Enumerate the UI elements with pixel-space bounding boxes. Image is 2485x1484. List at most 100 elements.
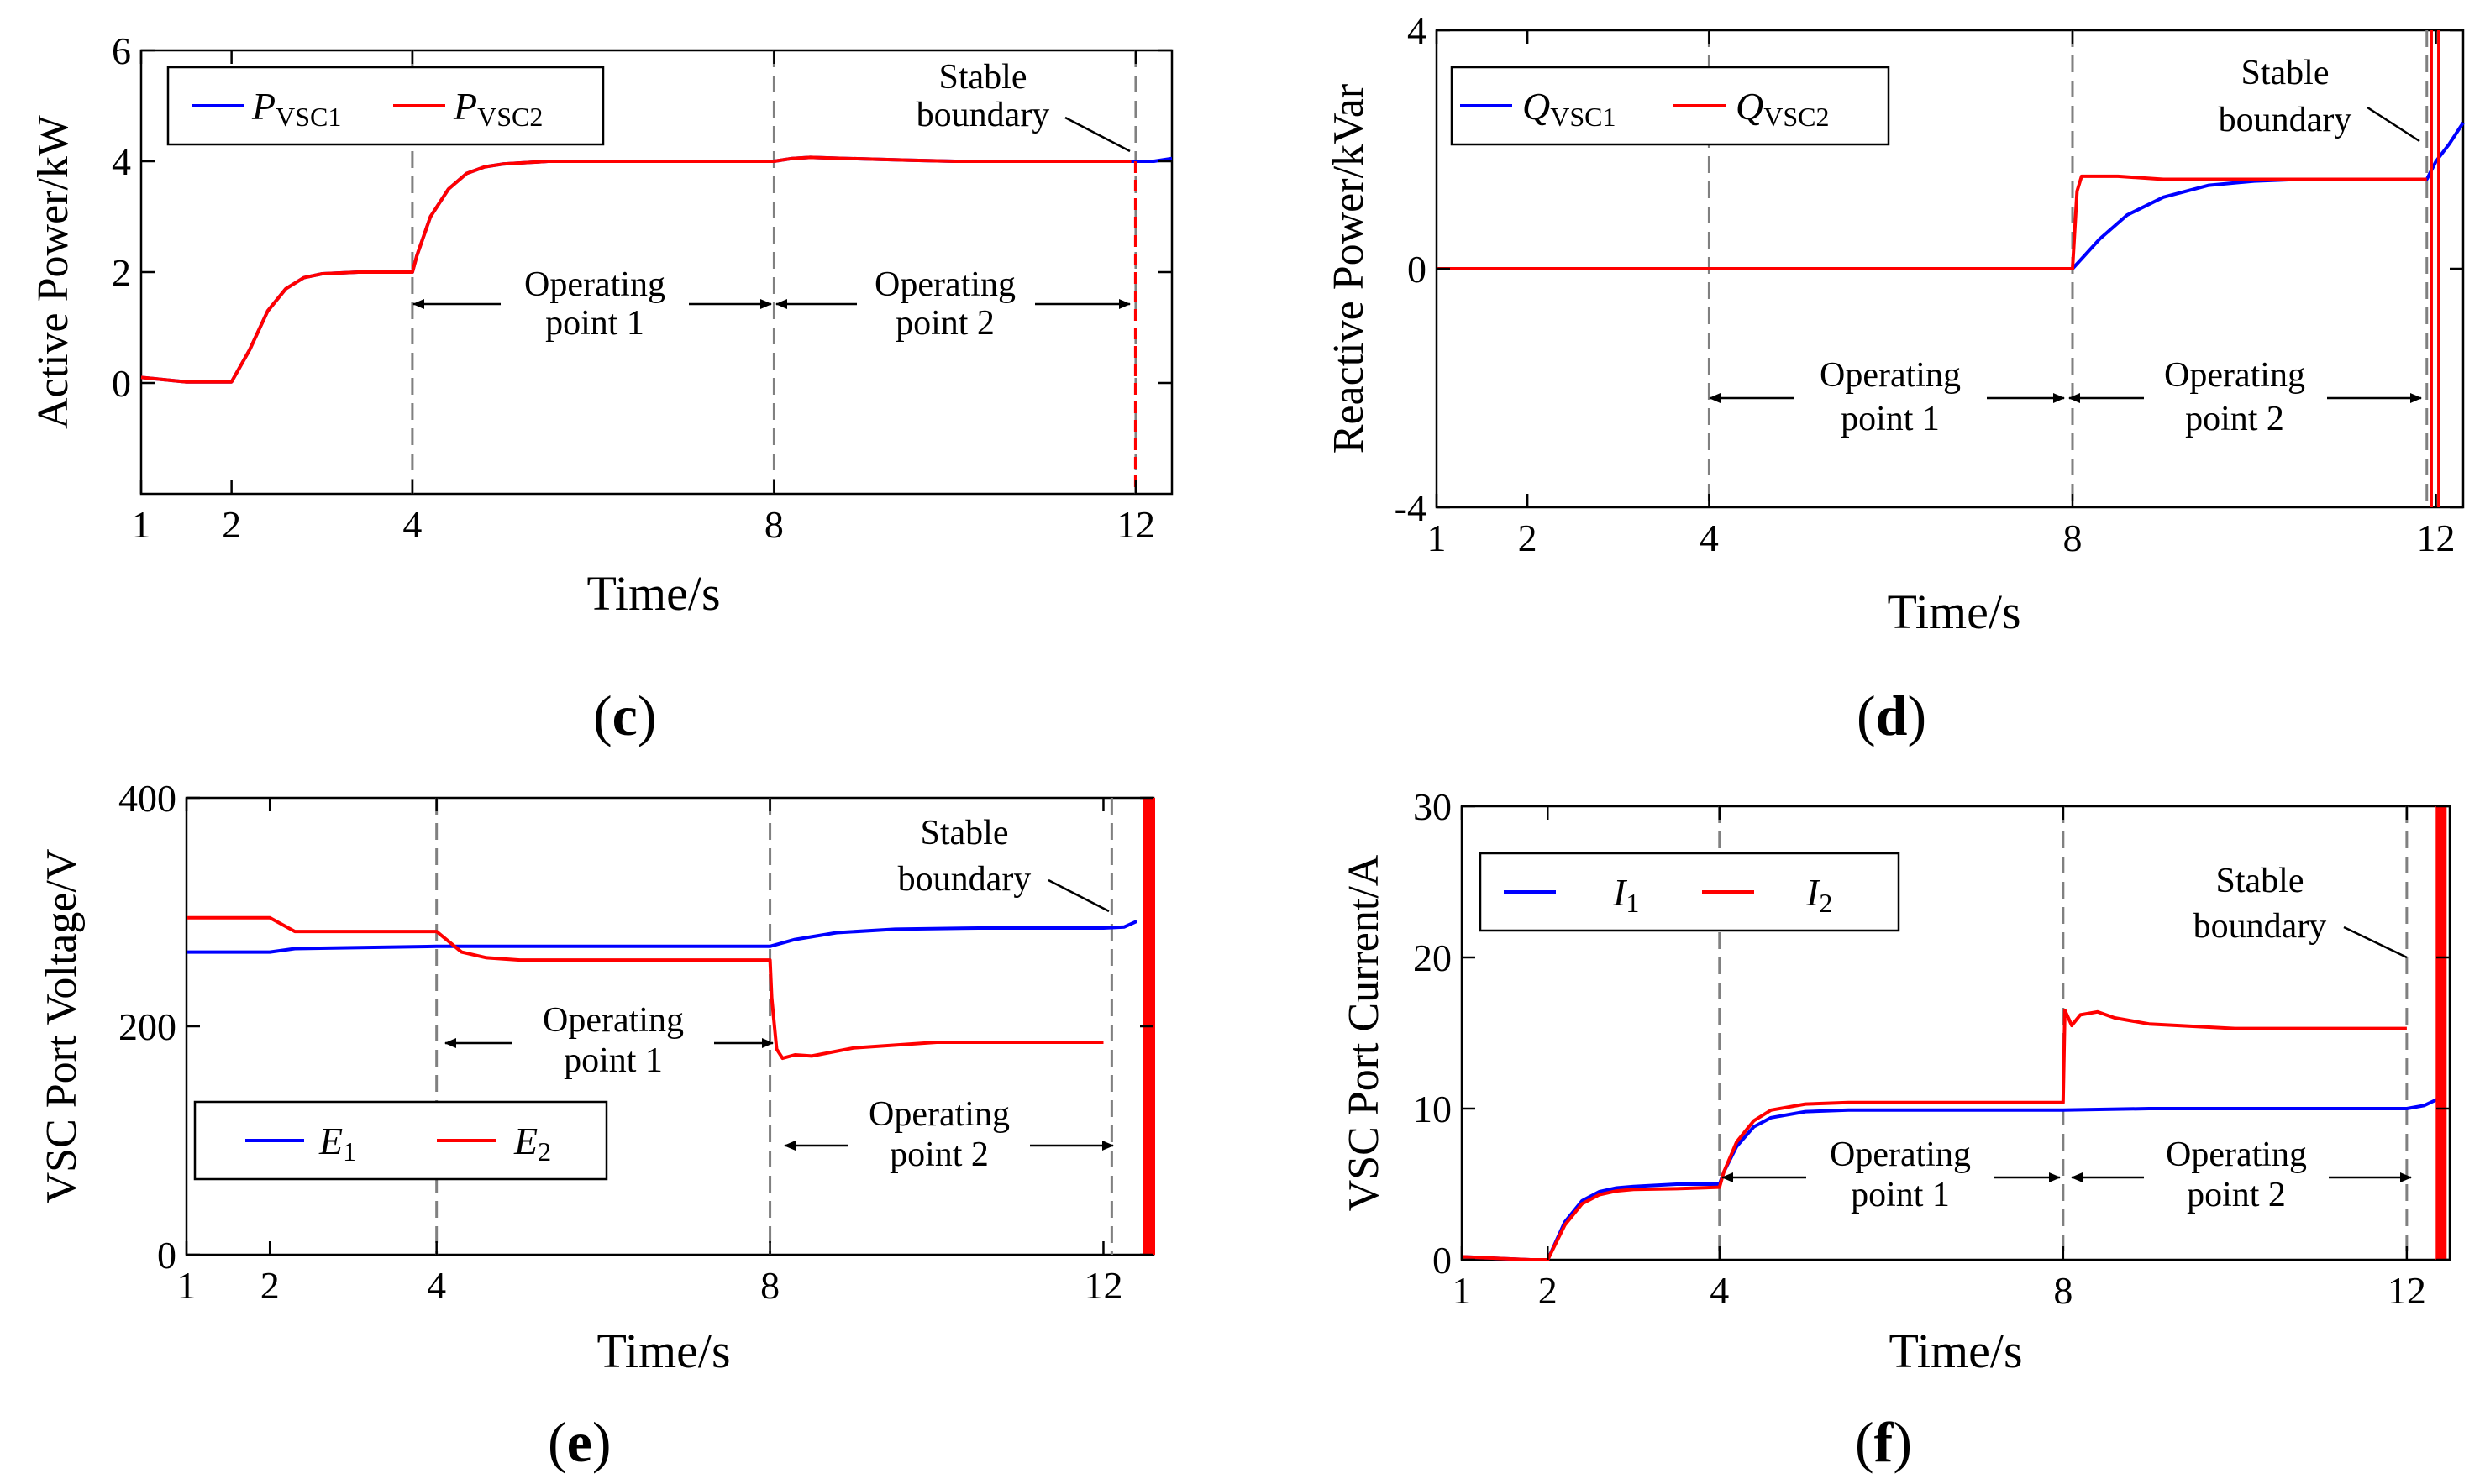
- op2-line-2: point 2: [896, 304, 995, 343]
- legend-entry-2-sub: VSC2: [477, 102, 543, 132]
- panel-letter: c: [612, 684, 638, 747]
- x-tick-label: 2: [1538, 1269, 1558, 1312]
- x-tick-label: 8: [2053, 1269, 2073, 1312]
- y-tick-label: 4: [1407, 9, 1426, 52]
- op2-line-2: point 2: [2185, 400, 2284, 438]
- legend-entry-2-main: E: [513, 1120, 538, 1162]
- legend-entry-2: I2: [1805, 871, 1832, 918]
- stable-boundary-pointer: [1048, 878, 1110, 913]
- legend-entry-1-main: I: [1612, 871, 1628, 914]
- panel-letter: f: [1874, 1410, 1894, 1474]
- panel-d: 1 2 4 8 12 -404 Reactive Power/kVar Time/s (…: [1325, 9, 2465, 747]
- stable-boundary-label: Stable boundary: [917, 58, 1050, 134]
- op1-line-2: point 1: [1851, 1176, 1950, 1214]
- stable-line-1: Stable: [921, 814, 1009, 852]
- legend-entry-2: PVSC2: [453, 85, 543, 132]
- legend-box: [1450, 66, 1890, 146]
- stable-line-1: Stable: [2241, 54, 2330, 92]
- legend-entry-2-main: I: [1805, 871, 1821, 914]
- x-tick-label: 2: [1518, 517, 1537, 559]
- x-ticks: 1 2 4 8 12: [177, 798, 1122, 1307]
- y-ticks: 0 10 20 30: [1413, 785, 2450, 1282]
- y-tick-label: 0: [112, 362, 131, 405]
- stable-line-1: Stable: [939, 58, 1027, 97]
- panel-letter: d: [1876, 684, 1908, 747]
- y-tick-label: 6: [112, 29, 131, 72]
- series-group: [140, 155, 1173, 494]
- stable-line-1: Stable: [2216, 862, 2304, 900]
- series-line-1: [1437, 122, 2465, 270]
- y-tick-label: -4: [1395, 486, 1426, 529]
- y-tick-label: 0: [1432, 1239, 1452, 1282]
- legend-entry-1-main: Q: [1522, 85, 1550, 128]
- legend-entry-1-main: P: [251, 85, 276, 128]
- x-tick-label: 12: [2388, 1269, 2426, 1312]
- op1-line-2: point 1: [545, 304, 644, 343]
- legend-entry-2-main: P: [453, 85, 477, 128]
- legend-entry-2-sub: VSC2: [1763, 102, 1829, 132]
- x-tick-label: 8: [760, 1264, 780, 1307]
- legend: QVSC1 QVSC2: [1450, 66, 1890, 146]
- operating-point-2-label: Operating point 2: [2166, 1135, 2307, 1214]
- op1-line-1: Operating: [543, 1001, 684, 1040]
- series-group: [1437, 30, 2465, 507]
- x-ticks: 1 2 4 8 12: [1427, 30, 2456, 559]
- x-axis-label: Time/s: [586, 566, 720, 621]
- operating-point-1-label: Operating point 1: [1830, 1135, 1971, 1214]
- series-line-2: [1437, 174, 2427, 270]
- x-ticks: 1 2 4 8 12: [132, 50, 1155, 546]
- operating-point-2-label: Operating point 2: [2164, 356, 2305, 438]
- x-ticks: 1 2 4 8 12: [1453, 806, 2426, 1312]
- x-tick-label: 12: [1116, 503, 1155, 546]
- legend-entry-1-main: E: [318, 1120, 343, 1162]
- legend-entry-2-sub: 2: [1819, 888, 1832, 918]
- series-line-2: [140, 155, 1132, 384]
- panel-label: (e): [548, 1410, 612, 1474]
- panel-label: (c): [593, 684, 657, 747]
- y-tick-label: 200: [118, 1005, 176, 1048]
- op1-line-1: Operating: [524, 265, 665, 304]
- x-axis-label: Time/s: [596, 1324, 730, 1378]
- x-axis-label: Time/s: [1887, 585, 2020, 639]
- legend-entry-1: E1: [318, 1120, 356, 1167]
- series-line-2: [1461, 1009, 2407, 1261]
- op1-line-2: point 1: [564, 1041, 663, 1080]
- x-tick-label: 4: [1700, 517, 1719, 559]
- x-tick-label: 12: [2417, 517, 2456, 559]
- x-tick-label: 1: [177, 1264, 197, 1307]
- x-tick-label: 4: [402, 503, 422, 546]
- legend-entry-1: I1: [1612, 871, 1639, 918]
- op1-line-1: Operating: [1830, 1135, 1971, 1174]
- op1-line-1: Operating: [1820, 356, 1961, 395]
- series-group: [1461, 806, 2447, 1261]
- op2-line-2: point 2: [2187, 1176, 2286, 1214]
- x-tick-label: 8: [764, 503, 784, 546]
- x-tick-label: 2: [260, 1264, 280, 1307]
- y-ticks: 0 200 400: [118, 777, 1153, 1277]
- y-ticks: -4 0 4: [1395, 9, 2463, 529]
- legend: I1 I2: [1479, 852, 1900, 932]
- x-tick-label: 4: [1710, 1269, 1729, 1312]
- y-tick-label: 2: [112, 251, 131, 294]
- legend: PVSC1 PVSC2: [166, 66, 605, 146]
- legend-entry-1-sub: 1: [1626, 888, 1639, 918]
- legend-entry-2-sub: 2: [538, 1136, 551, 1167]
- x-axis-label: Time/s: [1889, 1324, 2022, 1378]
- operating-point-1-label: Operating point 1: [524, 265, 665, 343]
- legend: E1 E2: [193, 1100, 608, 1181]
- legend-entry-1-sub: VSC1: [276, 102, 341, 132]
- stable-boundary-label: Stable boundary: [898, 814, 1032, 899]
- op1-line-2: point 1: [1841, 400, 1940, 438]
- y-tick-label: 4: [112, 140, 131, 183]
- operating-point-2-label: Operating point 2: [869, 1095, 1010, 1174]
- legend-entry-2: E2: [513, 1120, 551, 1167]
- stable-boundary-label: Stable boundary: [2193, 862, 2327, 946]
- stable-boundary-label: Stable boundary: [2219, 54, 2352, 139]
- x-tick-label: 8: [2062, 517, 2082, 559]
- y-axis-label: VSC Port Voltage/V: [38, 849, 86, 1204]
- y-axis-label: VSC Port Current/A: [1340, 854, 1388, 1211]
